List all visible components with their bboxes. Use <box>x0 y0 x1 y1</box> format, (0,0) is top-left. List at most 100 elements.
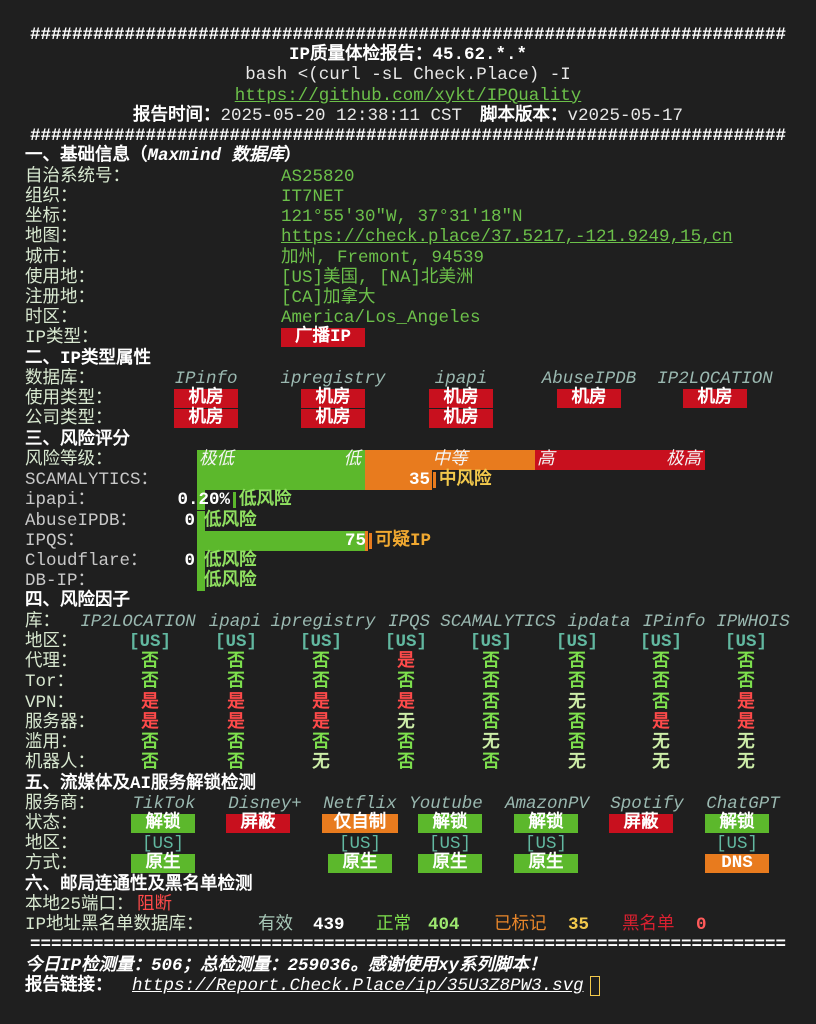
score-bar <box>197 571 205 592</box>
company-badge: 机房 <box>174 409 238 429</box>
factor-value: [US] <box>639 631 683 652</box>
separator <box>198 552 201 569</box>
stat-value: 439 <box>313 915 345 936</box>
bar-piece <box>197 490 205 511</box>
db-name: ipregistry <box>280 368 386 389</box>
db-name: IPQS <box>387 611 431 632</box>
score-bar <box>197 470 432 491</box>
factor-value: 否 <box>227 652 245 673</box>
field-label: 自治系统号： <box>25 166 130 187</box>
bar-piece <box>197 530 281 551</box>
level-segment <box>281 449 365 470</box>
factor-value: 无 <box>737 753 755 774</box>
db-name: Maxmind 数据库 <box>147 146 285 167</box>
field-label: 数据库： <box>25 368 95 389</box>
factor-value: 否 <box>312 652 330 673</box>
factor-value: [US] <box>555 631 599 652</box>
field-label: 方式： <box>25 854 78 875</box>
score-label: 可疑IP <box>375 530 432 551</box>
field-label: 城市： <box>25 247 78 268</box>
factor-value: 无 <box>568 753 586 774</box>
score-name: IPQS： <box>25 530 85 551</box>
level-label: 极低 <box>199 449 234 470</box>
factor-value: 无 <box>652 733 670 754</box>
factor-value: 无 <box>482 733 500 754</box>
provider: AmazonPV <box>504 793 590 814</box>
db-name: ipapi <box>434 368 488 389</box>
field-value: https://check.place/37.5217,-121.9249,15… <box>281 227 733 248</box>
field-label: 滥用： <box>25 733 78 754</box>
field-label: 使用类型： <box>25 389 113 410</box>
factor-value: 否 <box>737 672 755 693</box>
section-title: 三、风险评分 <box>25 429 130 450</box>
field-value: AS25820 <box>281 166 355 187</box>
line: 一、基础信息（Maxmind 数据库） <box>25 146 302 166</box>
report-url: https://Report.Check.Place/ip/35U3Z8PW3.… <box>132 975 584 996</box>
field-value: America/Los_Angeles <box>281 308 481 329</box>
field-label: 库： <box>25 611 60 632</box>
level-label: 高 <box>537 449 555 470</box>
factor-value: 否 <box>482 753 500 774</box>
usage-badge: 机房 <box>301 389 365 409</box>
level-label: 极高 <box>666 449 701 470</box>
field-label: 公司类型： <box>25 409 113 430</box>
region: [US] <box>141 834 185 855</box>
field-label: 组织： <box>25 186 78 207</box>
status-badge: 解锁 <box>131 813 195 833</box>
db-name: ipregistry <box>270 611 376 632</box>
factor-value: 是 <box>141 712 159 733</box>
level-segment <box>197 449 281 470</box>
section-title: 五、流媒体及AI服务解锁检测 <box>25 773 257 794</box>
field-label: 服务器： <box>25 712 95 733</box>
factor-value: 无 <box>568 692 586 713</box>
db-name: IPinfo <box>174 368 238 389</box>
score-value: 75 <box>344 530 366 551</box>
status-badge: 解锁 <box>514 813 578 833</box>
db-name: IP2LOCATION <box>80 611 196 632</box>
region: [US] <box>338 834 382 855</box>
db-name: IPinfo <box>642 611 706 632</box>
stat-label: 有效 <box>258 915 293 936</box>
factor-value: 否 <box>568 672 586 693</box>
status-badge: 解锁 <box>705 813 769 833</box>
provider: Spotify <box>610 793 684 814</box>
score-label: 低风险 <box>204 571 257 592</box>
score-name: ipapi： <box>25 490 96 511</box>
score-bar <box>197 530 368 551</box>
factor-value: 否 <box>568 733 586 754</box>
field-label: 风险等级： <box>25 449 113 470</box>
db-name: IPWHOIS <box>716 611 790 632</box>
stats: 今日IP检测量：506；总检测量：259036。感谢使用xy系列脚本！ <box>25 955 547 976</box>
db-name: AbuseIPDB <box>541 368 637 389</box>
stat-value: 0 <box>696 915 707 936</box>
ip: 45.62.*.* <box>432 45 528 66</box>
score-bar <box>197 550 205 571</box>
factor-value: [US] <box>724 631 768 652</box>
factor-value: 否 <box>227 672 245 693</box>
bar-piece <box>365 470 432 491</box>
region: [US] <box>524 834 568 855</box>
factor-value: 否 <box>397 733 415 754</box>
factor-value: 否 <box>737 652 755 673</box>
factor-value: [US] <box>128 631 172 652</box>
stat-label: 正常 <box>376 915 411 936</box>
factor-value: 否 <box>397 753 415 774</box>
separator <box>433 472 436 489</box>
field-value: 121°55′30″W, 37°31′18″N <box>281 207 523 228</box>
field-value: IT7NET <box>281 186 345 207</box>
field-label: 时区： <box>25 308 78 329</box>
factor-value: 无 <box>397 712 415 733</box>
factor-value: [US] <box>469 631 513 652</box>
level-segment <box>620 449 705 470</box>
provider: ChatGPT <box>706 793 780 814</box>
factor-value: 否 <box>141 652 159 673</box>
stat-label: 黑名单 <box>622 915 675 936</box>
field-label: IP地址黑名单数据库： <box>25 915 204 936</box>
field-label: 注册地： <box>25 287 95 308</box>
field-label: 代理： <box>25 652 78 673</box>
line: ########################################… <box>0 126 816 146</box>
method-badge: 原生 <box>418 854 482 874</box>
factor-value: 否 <box>141 672 159 693</box>
bar-piece <box>197 550 205 571</box>
version-label: 脚本版本： <box>480 105 568 126</box>
